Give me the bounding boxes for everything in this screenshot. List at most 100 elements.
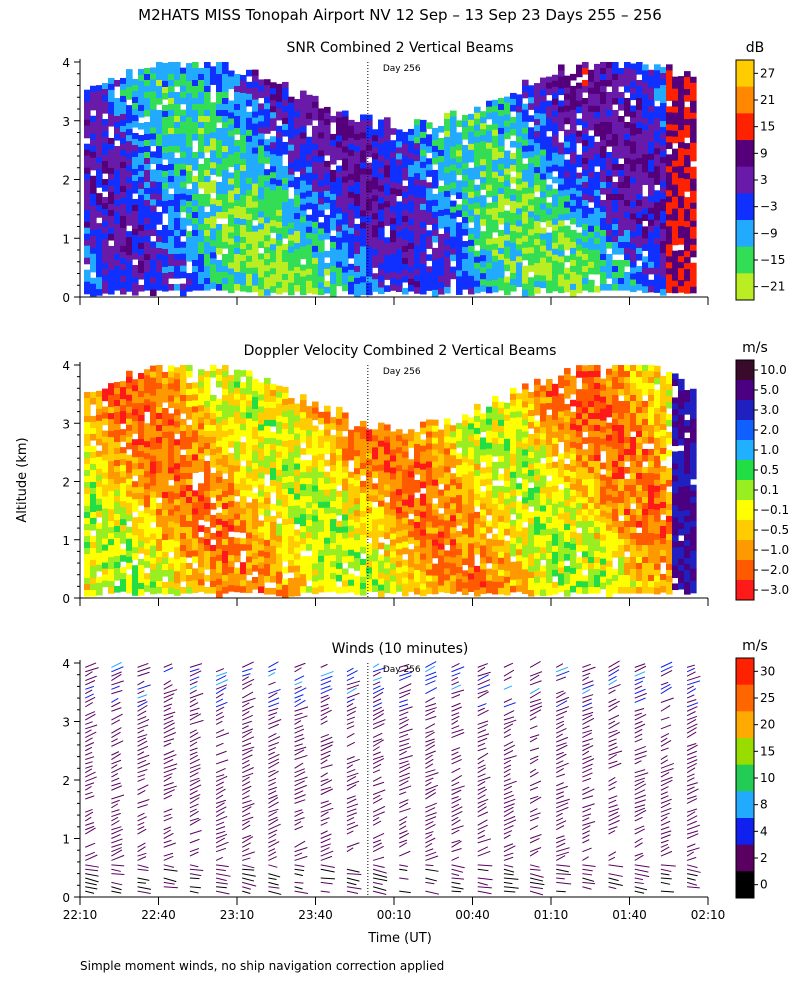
heatmap-cell bbox=[240, 86, 247, 94]
heatmap-cell bbox=[588, 75, 595, 83]
heatmap-cell bbox=[210, 443, 217, 450]
heatmap-cell bbox=[618, 284, 625, 291]
heatmap-cell bbox=[156, 371, 163, 378]
heatmap-cell bbox=[114, 218, 121, 225]
heatmap-cell bbox=[276, 553, 283, 561]
heatmap-cell bbox=[486, 112, 493, 120]
heatmap-cell bbox=[240, 520, 247, 527]
heatmap-cell bbox=[438, 191, 445, 199]
heatmap-cell bbox=[84, 221, 91, 229]
heatmap-cell bbox=[156, 509, 163, 516]
heatmap-cell bbox=[270, 545, 277, 553]
heatmap-cell bbox=[486, 214, 493, 222]
heatmap-cell bbox=[150, 467, 157, 475]
heatmap-cell bbox=[264, 145, 271, 152]
heatmap-cell bbox=[414, 203, 421, 210]
heatmap-cell bbox=[300, 406, 307, 413]
heatmap-cell bbox=[162, 419, 169, 427]
heatmap-cell bbox=[444, 184, 451, 192]
heatmap-cell bbox=[678, 160, 685, 167]
heatmap-cell bbox=[240, 406, 247, 413]
heatmap-cell bbox=[594, 99, 601, 107]
heatmap-cell bbox=[378, 440, 385, 448]
heatmap-cell bbox=[678, 124, 685, 131]
heatmap-cell bbox=[234, 188, 241, 195]
heatmap-cell bbox=[102, 412, 109, 420]
heatmap-cell bbox=[360, 126, 367, 134]
heatmap-cell bbox=[438, 167, 445, 175]
heatmap-cell bbox=[282, 548, 289, 556]
heatmap-cell bbox=[306, 502, 313, 509]
heatmap-cell bbox=[642, 286, 649, 293]
heatmap-cell bbox=[126, 249, 133, 256]
heatmap-cell bbox=[222, 449, 229, 456]
heatmap-cell bbox=[630, 267, 637, 275]
heatmap-cell bbox=[666, 88, 673, 95]
heatmap-cell bbox=[342, 466, 349, 474]
heatmap-cell bbox=[138, 86, 145, 94]
heatmap-cell bbox=[282, 446, 289, 454]
heatmap-cell bbox=[102, 508, 109, 516]
heatmap-cell bbox=[582, 80, 589, 87]
heatmap-cell bbox=[594, 111, 601, 119]
heatmap-cell bbox=[186, 279, 193, 286]
heatmap-cell bbox=[156, 533, 163, 540]
heatmap-cell bbox=[576, 88, 583, 96]
heatmap-cell bbox=[198, 200, 205, 207]
heatmap-cell bbox=[102, 197, 109, 204]
heatmap-cell bbox=[360, 174, 367, 182]
heatmap-cell bbox=[216, 500, 223, 508]
heatmap-cell bbox=[216, 242, 223, 249]
heatmap-cell bbox=[270, 485, 277, 493]
heatmap-cell bbox=[600, 248, 607, 255]
heatmap-cell bbox=[438, 197, 445, 205]
heatmap-cell bbox=[444, 112, 451, 120]
heatmap-cell bbox=[342, 460, 349, 468]
heatmap-cell bbox=[360, 492, 367, 500]
heatmap-cell bbox=[318, 132, 325, 139]
heatmap-cell bbox=[222, 98, 229, 105]
heatmap-cell bbox=[222, 527, 229, 534]
heatmap-cell bbox=[228, 405, 235, 412]
heatmap-cell bbox=[390, 533, 397, 541]
heatmap-cell bbox=[258, 253, 265, 261]
heatmap-cell bbox=[402, 137, 409, 145]
heatmap-cell bbox=[306, 142, 313, 150]
heatmap-cell bbox=[252, 547, 259, 554]
heatmap-cell bbox=[186, 129, 193, 136]
heatmap-cell bbox=[480, 183, 487, 190]
heatmap-cell bbox=[96, 582, 103, 590]
heatmap-cell bbox=[180, 223, 187, 231]
heatmap-cell bbox=[324, 519, 331, 527]
heatmap-cell bbox=[324, 124, 331, 132]
heatmap-cell bbox=[546, 106, 553, 114]
heatmap-cell bbox=[648, 219, 655, 227]
heatmap-cell bbox=[654, 190, 661, 197]
heatmap-cell bbox=[522, 277, 529, 285]
heatmap-cell bbox=[204, 407, 211, 414]
heatmap-cell bbox=[378, 518, 385, 526]
heatmap-cell bbox=[636, 248, 643, 255]
heatmap-cell bbox=[156, 389, 163, 396]
heatmap-cell bbox=[408, 260, 415, 268]
heatmap-cell bbox=[630, 225, 637, 233]
heatmap-cell bbox=[186, 473, 193, 480]
heatmap-cell bbox=[270, 467, 277, 475]
heatmap-cell bbox=[126, 183, 133, 190]
heatmap-cell bbox=[114, 418, 121, 425]
heatmap-cell bbox=[216, 446, 223, 454]
heatmap-cell bbox=[162, 116, 169, 124]
heatmap-cell bbox=[174, 547, 181, 554]
heatmap-cell bbox=[162, 455, 169, 463]
heatmap-cell bbox=[606, 266, 613, 273]
heatmap-cell bbox=[216, 374, 223, 382]
heatmap-cell bbox=[378, 155, 385, 163]
heatmap-cell bbox=[642, 136, 649, 143]
heatmap-cell bbox=[618, 188, 625, 195]
heatmap-cell bbox=[486, 262, 493, 270]
heatmap-cell bbox=[336, 508, 343, 516]
heatmap-cell bbox=[690, 286, 697, 294]
heatmap-cell bbox=[120, 221, 127, 229]
heatmap-cell bbox=[258, 382, 265, 390]
heatmap-cell bbox=[204, 401, 211, 408]
